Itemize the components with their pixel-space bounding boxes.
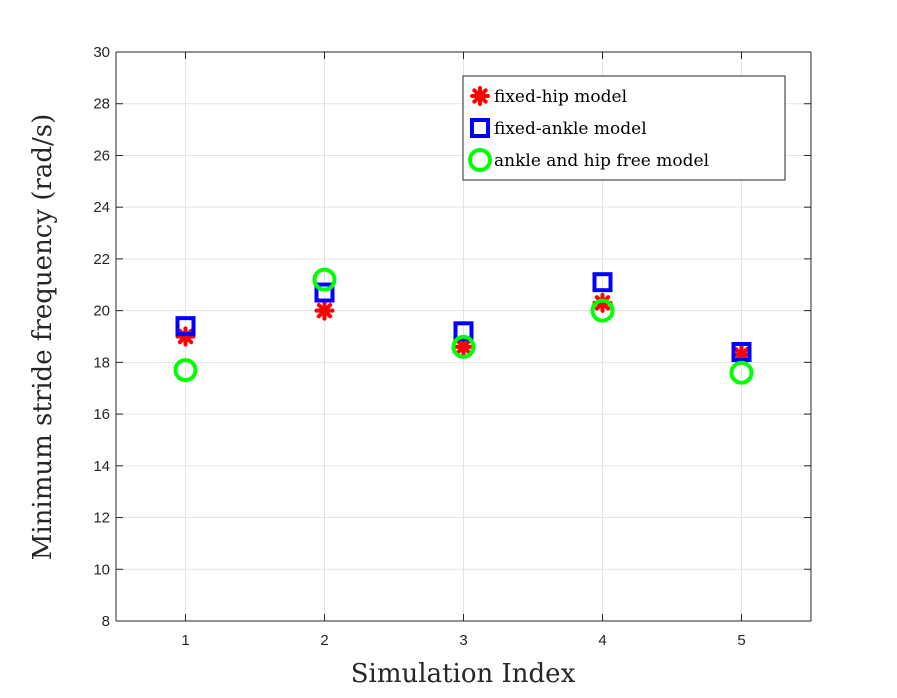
y-tick-label: 10 — [93, 561, 110, 578]
data-point-circle — [173, 358, 198, 383]
x-axis-title: Simulation Index — [351, 659, 576, 689]
legend-label-fixed-ankle: fixed-ankle model — [494, 119, 647, 139]
data-point-square — [453, 321, 474, 342]
legend-symbol-asterisk — [470, 86, 490, 106]
y-tick-label: 22 — [93, 251, 110, 268]
x-tick-label: 1 — [181, 632, 189, 649]
x-tick-label: 3 — [459, 632, 467, 649]
data-point-square — [731, 342, 752, 363]
y-tick-label: 18 — [93, 354, 110, 371]
data-point-asterisk — [453, 336, 474, 357]
y-tick-label: 12 — [93, 510, 110, 527]
y-axis-title: Minimum stride frequency (rad/s) — [28, 114, 58, 561]
y-tick-label: 20 — [93, 303, 110, 320]
legend-entry-fixed-hip: fixed-hip model — [470, 86, 627, 107]
legend-label-fixed-hip: fixed-hip model — [494, 87, 627, 107]
series-circle — [173, 267, 754, 385]
y-tick-label: 14 — [93, 458, 110, 475]
y-tick-label: 8 — [102, 613, 110, 630]
data-point-asterisk — [175, 326, 196, 347]
y-tick-label: 24 — [93, 199, 110, 216]
data-points — [173, 267, 754, 385]
data-point-square — [592, 272, 613, 293]
y-tick-label: 28 — [93, 96, 110, 113]
y-tick-label: 26 — [93, 147, 110, 164]
series-square — [175, 272, 752, 363]
legend: fixed-hip model fixed-ankle model ankle … — [462, 75, 786, 181]
y-tick-label: 30 — [93, 44, 110, 61]
legend-marker-asterisk — [470, 86, 490, 106]
x-tick-label: 2 — [320, 632, 328, 649]
data-point-circle — [729, 360, 754, 385]
legend-label-free: ankle and hip free model — [494, 151, 709, 171]
data-point-circle — [312, 267, 337, 292]
data-point-asterisk — [314, 300, 335, 321]
legend-symbol-square — [470, 118, 490, 138]
legend-box — [462, 75, 786, 181]
data-point-square — [314, 282, 335, 303]
legend-marker-circle — [468, 148, 492, 172]
legend-symbol-circle — [468, 148, 492, 172]
legend-marker-square — [470, 118, 490, 138]
y-tick-label: 16 — [93, 406, 110, 423]
legend-entry-free: ankle and hip free model — [468, 148, 709, 172]
data-point-circle — [590, 298, 615, 323]
legend-entry-fixed-ankle: fixed-ankle model — [470, 118, 647, 139]
x-tick-label: 4 — [598, 632, 606, 649]
data-point-square — [175, 316, 196, 337]
x-tick-label: 5 — [737, 632, 745, 649]
data-point-circle — [451, 334, 476, 359]
